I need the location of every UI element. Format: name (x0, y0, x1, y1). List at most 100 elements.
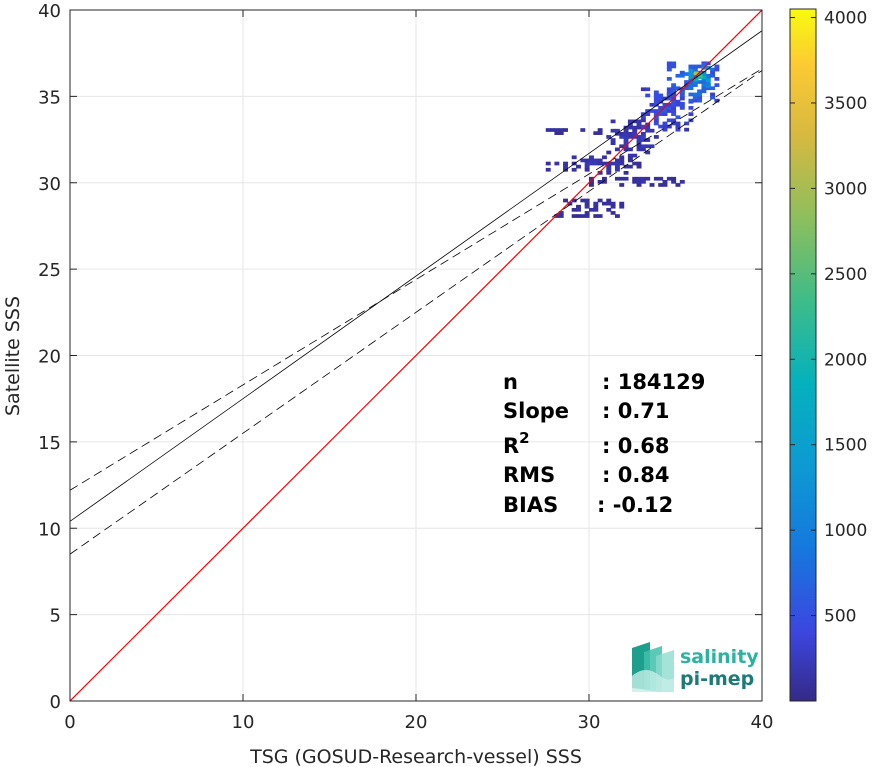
heatmap-cell (593, 158, 599, 163)
stats-key-label: RMS (503, 463, 555, 487)
heatmap-cell (697, 64, 703, 69)
y-tick-label: 20 (38, 347, 61, 368)
heatmap-cell (679, 70, 685, 75)
heatmap-cell (692, 64, 698, 69)
stats-key: Slope (503, 399, 569, 423)
heatmap-cell (580, 198, 586, 203)
heatmap-cell (589, 183, 594, 187)
heatmap-cell (589, 155, 594, 160)
heatmap-cell (679, 73, 685, 78)
heatmap-cell (601, 179, 607, 184)
heatmap-cell (558, 211, 564, 215)
heatmap-cell (640, 124, 646, 129)
heatmap-cell (614, 147, 620, 152)
heatmap-cell (705, 81, 711, 86)
density-heatmap (545, 61, 720, 218)
heatmap-cell (597, 128, 603, 132)
colorbar-tick-label: 500 (824, 607, 856, 627)
heatmap-cell (636, 138, 642, 142)
heatmap-cell (653, 115, 659, 120)
heatmap-cell (614, 128, 620, 133)
heatmap-cell (675, 121, 681, 126)
heatmap-cell (593, 204, 599, 209)
heatmap-cell (610, 119, 616, 124)
heatmap-cell (554, 214, 560, 218)
heatmap-cell (662, 96, 668, 101)
heatmap-cell (701, 89, 707, 94)
heatmap-cell (666, 61, 672, 66)
heatmap-cell (649, 183, 655, 187)
heatmap-cell (684, 80, 690, 84)
y-tick-label: 5 (50, 606, 61, 627)
heatmap-cell (636, 119, 642, 124)
heatmap-cell (610, 211, 616, 215)
heatmap-cell (679, 179, 685, 184)
heatmap-cell (589, 161, 594, 166)
heatmap-cell (671, 118, 677, 123)
heatmap-cell (589, 207, 594, 212)
heatmap-cell (662, 121, 668, 126)
heatmap-cell (610, 128, 616, 133)
heatmap-cell (679, 101, 685, 106)
heatmap-cell (679, 89, 685, 94)
heatmap-cell (649, 102, 655, 107)
heatmap-cell (571, 155, 577, 160)
heatmap-cell (636, 122, 642, 127)
heatmap-cell (653, 90, 659, 95)
heatmap-cell (623, 128, 629, 133)
heatmap-cell (632, 128, 638, 133)
heatmap-cell (614, 158, 620, 163)
heatmap-cell (640, 179, 646, 184)
heatmap-cell (606, 167, 612, 172)
stats-value: : -0.12 (597, 493, 673, 517)
heatmap-cell (697, 74, 703, 79)
heatmap-cell (593, 161, 599, 166)
heatmap-cell (710, 70, 716, 75)
heatmap-cell (584, 204, 590, 209)
heatmap-cell (671, 86, 677, 91)
heatmap-cell (571, 207, 577, 212)
heatmap-cell (693, 77, 699, 82)
heatmap-cell (558, 214, 564, 218)
heatmap-cell (701, 75, 707, 80)
heatmap-cell (653, 109, 659, 113)
heatmap-cell (632, 176, 638, 181)
heatmap-cell (636, 161, 642, 166)
heatmap-cell (645, 125, 651, 130)
plot-frame (69, 9, 763, 702)
heatmap-cell (627, 147, 633, 152)
heatmap-cell (666, 90, 672, 95)
heatmap-cell (671, 121, 677, 126)
heatmap-cell (636, 176, 642, 181)
colorbar-tick-label: 1000 (824, 521, 867, 541)
heatmap-cell (645, 138, 651, 142)
heatmap-cell (584, 167, 590, 172)
heatmap-cell (649, 144, 655, 149)
heatmap-cell (671, 106, 677, 110)
heatmap-cell (662, 183, 668, 187)
heatmap-cell (645, 112, 651, 116)
heatmap-cell (584, 201, 590, 206)
heatmap-cell (684, 121, 690, 126)
logo-text-salinity: salinity (680, 646, 759, 668)
colorbar-tick-label: 1500 (824, 436, 867, 456)
stats-value: : 0.84 (602, 463, 670, 487)
colorbar-tick-label: 2500 (824, 265, 867, 285)
heatmap-cell (640, 112, 646, 116)
heatmap-cell (688, 69, 694, 73)
heatmap-cell (606, 171, 612, 175)
heatmap-cell (679, 96, 685, 101)
heatmap-cell (666, 176, 672, 181)
heatmap-cell (692, 80, 698, 84)
heatmap-cell (714, 77, 720, 81)
heatmap-cell (554, 131, 560, 135)
heatmap-cell (675, 101, 681, 106)
heatmap-cell (614, 176, 620, 181)
heatmap-cell (710, 95, 716, 100)
heatmap-cell (666, 106, 672, 110)
heatmap-cell (623, 125, 629, 130)
heatmap-cell (597, 161, 603, 166)
heatmap-cell (640, 176, 646, 181)
heatmap-cell (640, 131, 646, 136)
heatmap-cell (688, 92, 694, 97)
